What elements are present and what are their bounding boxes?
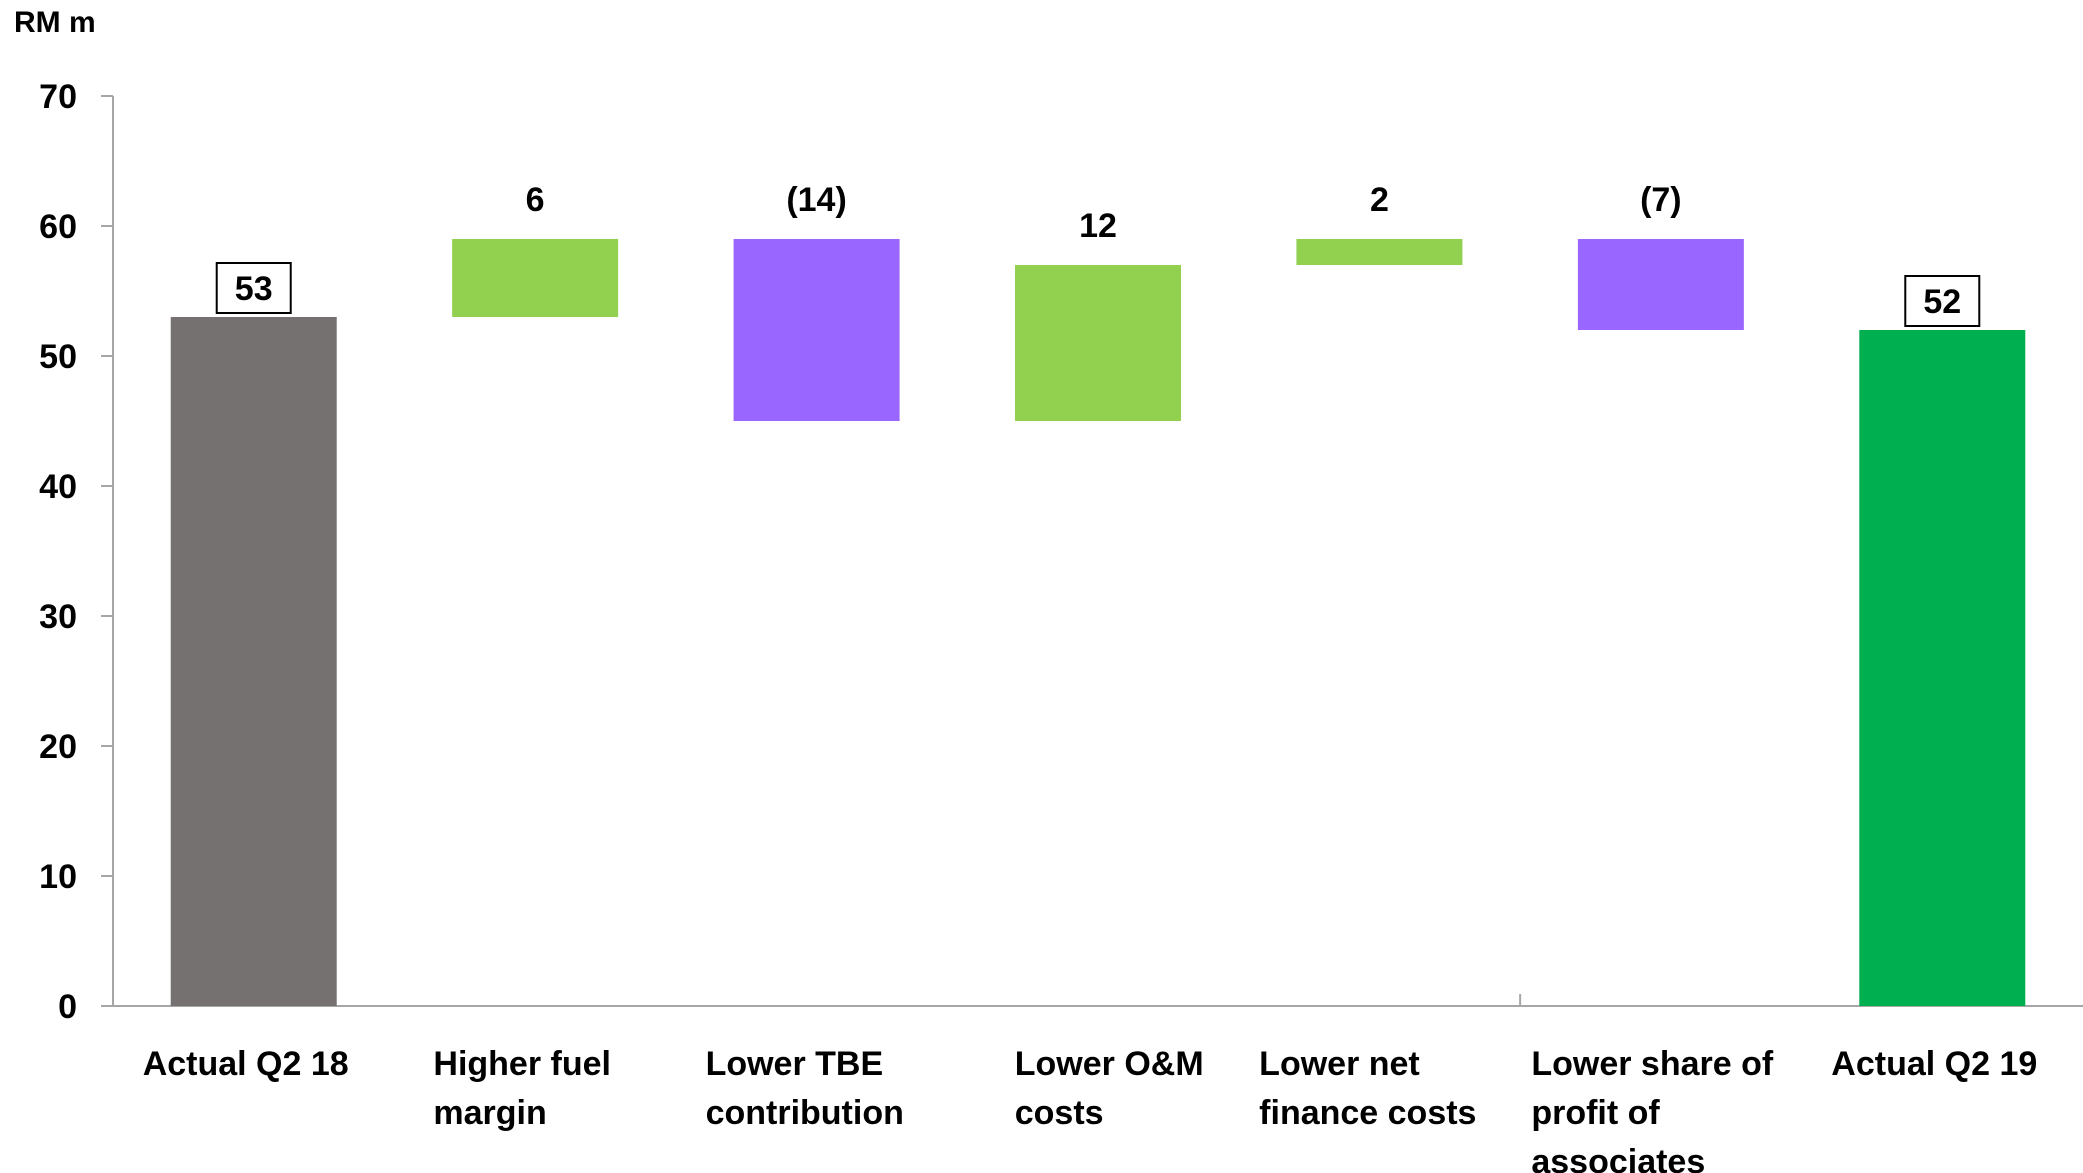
value-label: (7): [1640, 181, 1682, 219]
value-label: 52: [1923, 283, 1961, 321]
category-label: Actual Q2 19: [1831, 1045, 2037, 1083]
y-axis-unit-label: RM m: [14, 6, 96, 39]
y-tick-label: 60: [39, 208, 77, 246]
category-labels: Actual Q2 18 Higher fuel margin Lower TBE co…: [143, 1045, 2038, 1173]
value-label: 53: [235, 270, 273, 308]
category-label-line: Lower share of: [1531, 1045, 1774, 1083]
value-label: (14): [786, 181, 846, 219]
category-label-line: margin: [433, 1094, 546, 1132]
category-label-line: Actual Q2 19: [1831, 1045, 2037, 1083]
y-tick-label: 30: [39, 598, 77, 636]
axes: [112, 96, 2083, 1007]
bar-2: [452, 239, 619, 317]
category-label-line: Actual Q2 18: [143, 1045, 349, 1083]
bar-7: [1859, 330, 2026, 1006]
y-tick-label: 10: [39, 858, 77, 896]
bar-5: [1296, 239, 1463, 265]
y-axis-ticks: 0 10 20 30 40 50 60 70: [39, 78, 113, 1026]
value-label: 12: [1079, 207, 1117, 245]
value-label-box: [1904, 275, 1981, 327]
category-label-line: contribution: [706, 1094, 904, 1132]
category-label-line: Lower O&M: [1015, 1045, 1204, 1083]
category-label-line: Lower TBE: [706, 1045, 884, 1083]
bar-4: [1015, 265, 1181, 421]
bars: [170, 239, 2026, 1006]
bar-6: [1577, 239, 1744, 330]
y-tick-label: 50: [39, 338, 77, 376]
category-label: Lower share of profit of associates: [1531, 1045, 1774, 1173]
bar-3: [733, 239, 900, 421]
category-label-line: finance costs: [1259, 1094, 1476, 1132]
category-label: Higher fuel margin: [433, 1045, 611, 1132]
y-tick-label: 40: [39, 468, 77, 506]
value-labels: 53 6 (14) 12 2 (7) 52: [215, 181, 1981, 327]
category-label: Lower O&M costs: [1015, 1045, 1204, 1132]
category-label-line: Lower net: [1259, 1045, 1420, 1083]
category-label: Lower net finance costs: [1259, 1045, 1476, 1132]
value-label: 6: [526, 181, 545, 219]
category-label-line: costs: [1015, 1094, 1104, 1132]
category-label-line: profit of: [1531, 1094, 1660, 1132]
value-label-box: [215, 262, 292, 314]
y-tick-label: 0: [58, 988, 77, 1026]
value-label: 2: [1370, 181, 1389, 219]
bar-1: [170, 317, 337, 1006]
category-label-line: Higher fuel: [433, 1045, 611, 1083]
category-label: Actual Q2 18: [143, 1045, 349, 1083]
category-label: Lower TBE contribution: [706, 1045, 904, 1132]
y-tick-label: 20: [39, 728, 77, 766]
category-label-line: associates: [1531, 1143, 1705, 1173]
y-tick-label: 70: [39, 78, 77, 116]
